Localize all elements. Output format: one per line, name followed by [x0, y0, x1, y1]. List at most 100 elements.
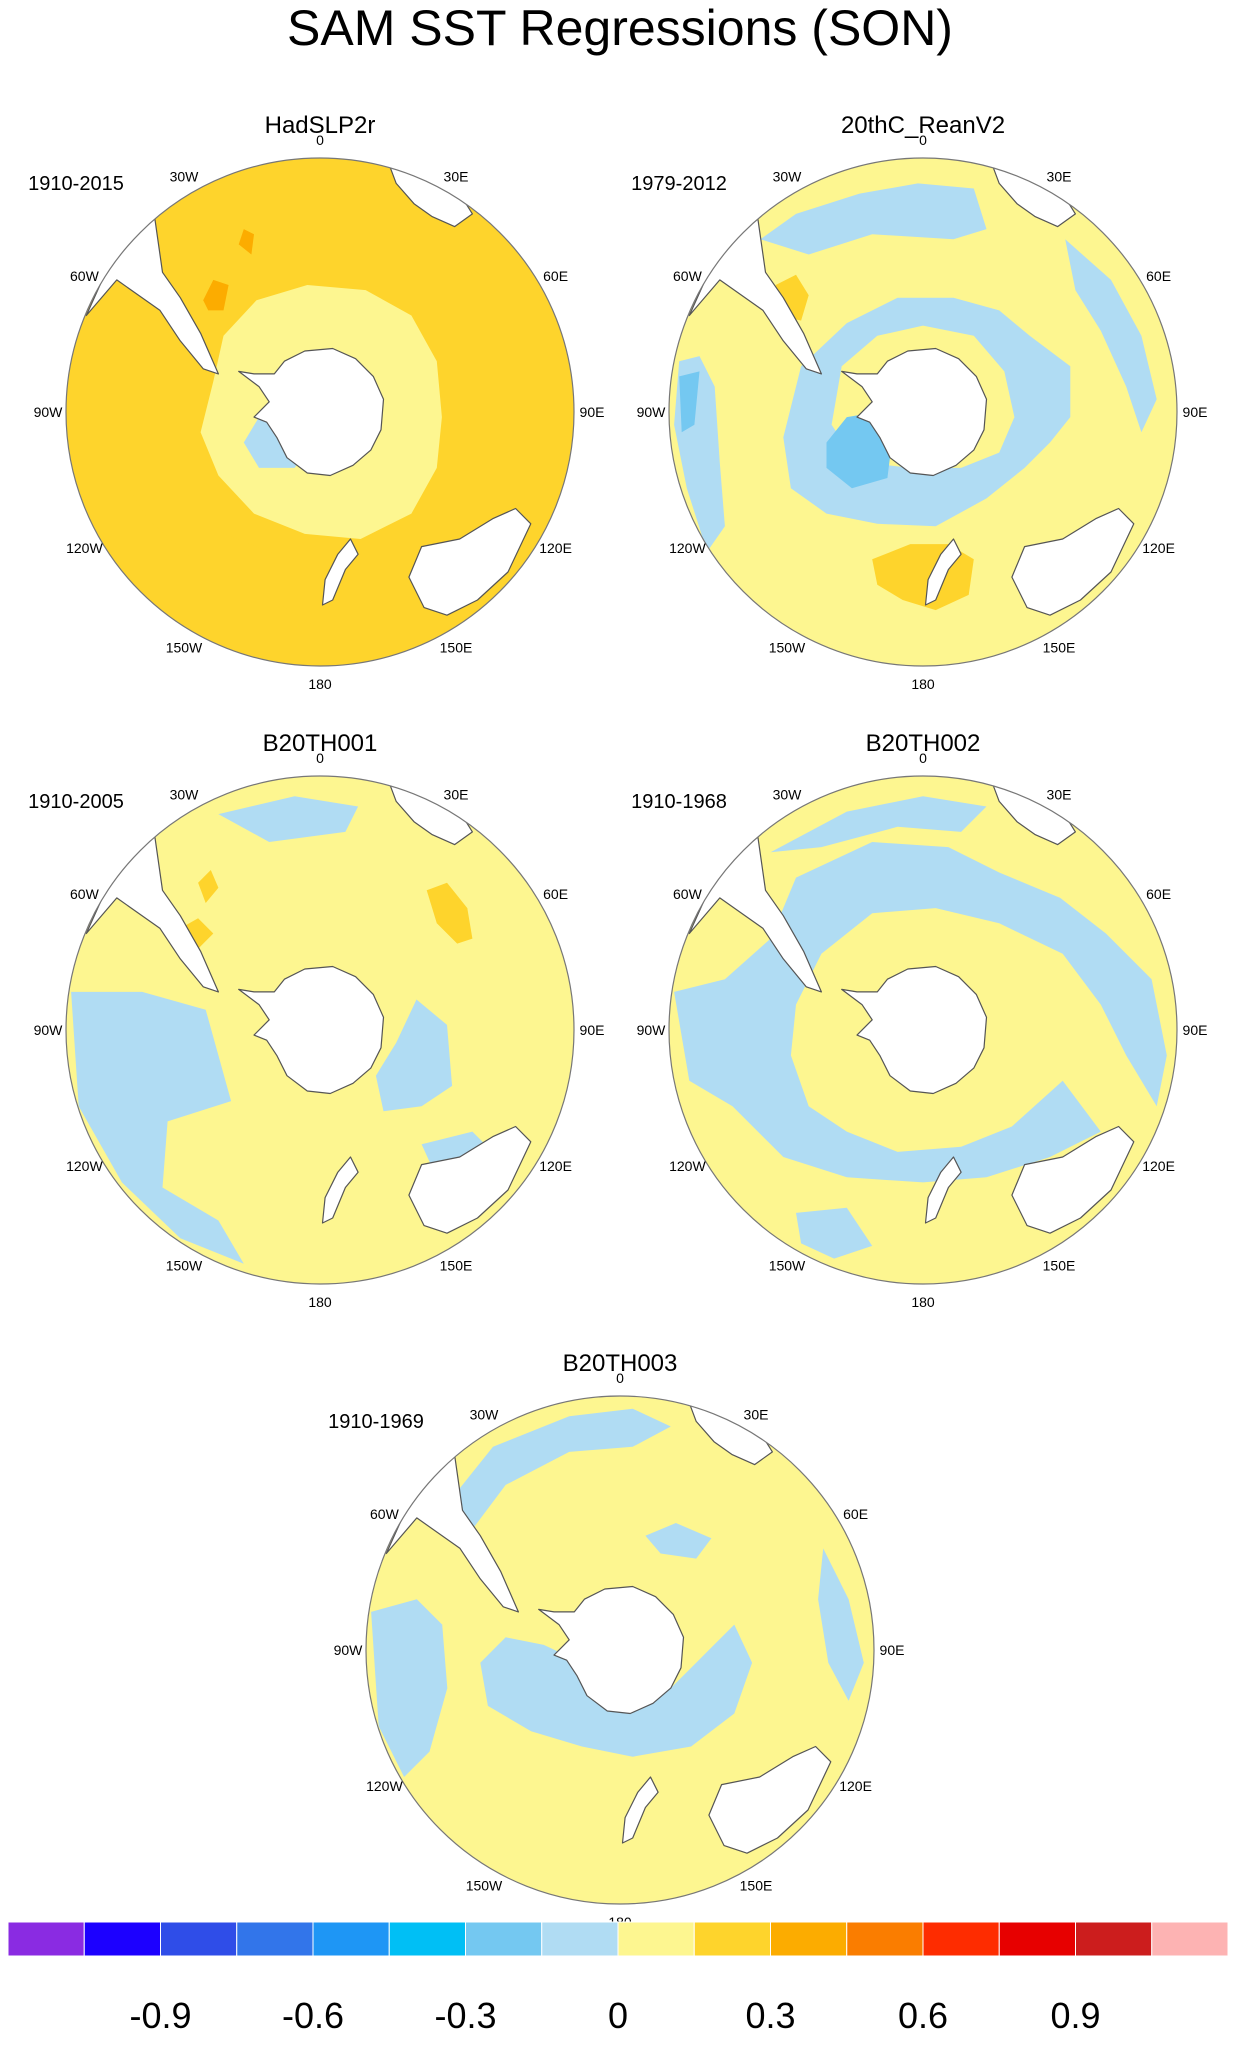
- longitude-label: 60W: [370, 1506, 400, 1522]
- colorbar-swatch: [388, 1921, 466, 1957]
- colorbar-label: -0.9: [129, 1995, 191, 2036]
- longitude-label: 180: [911, 1294, 935, 1310]
- longitude-label: 60W: [70, 268, 100, 284]
- longitude-label: 60E: [543, 268, 568, 284]
- longitude-label: 150W: [769, 1258, 806, 1274]
- sst-region: [796, 1207, 873, 1259]
- map-boundary: [65, 775, 575, 1285]
- longitude-label: 90E: [880, 1642, 905, 1658]
- panel-period: 1979-2012: [631, 173, 727, 195]
- colorbar-swatch: [83, 1921, 161, 1957]
- colorbar-swatch: [617, 1921, 695, 1957]
- longitude-label: 180: [308, 1294, 332, 1310]
- sst-field: [669, 158, 1177, 666]
- map-panel-3: B20TH001 1910-2005 0 30E 60E 90E 120E 150E 180 15…: [28, 730, 604, 1310]
- longitude-label: 150W: [769, 640, 806, 656]
- sst-field: [66, 776, 574, 1284]
- colorbar-swatch: [541, 1921, 619, 1957]
- longitude-label: 60W: [673, 886, 703, 902]
- longitude-label: 30W: [773, 786, 803, 802]
- longitude-label: 0: [316, 750, 324, 766]
- sst-region: [1065, 239, 1157, 433]
- longitude-label: 30W: [170, 786, 200, 802]
- sst-region: [198, 870, 219, 903]
- panel-period: 1910-2015: [28, 173, 124, 195]
- landmass-australia: [708, 1745, 832, 1854]
- map-boundary: [668, 775, 1178, 1285]
- map-panel-1: HadSLP2r 1910-2015 0 30E 60E 90E 120E 150E 180 15…: [28, 112, 604, 692]
- landmass-antarctica: [238, 347, 385, 477]
- colorbar-label: 0.6: [898, 1995, 948, 2036]
- longitude-label: 90E: [1183, 404, 1208, 420]
- panel-period: 1910-1969: [328, 1411, 424, 1433]
- longitude-label: 150E: [740, 1878, 773, 1894]
- panel-period: 1910-2005: [28, 791, 124, 813]
- sst-field: [669, 776, 1177, 1284]
- landmass-australia: [408, 507, 532, 616]
- panel-title: 20thC_ReanV2: [841, 112, 1005, 139]
- longitude-label: 150W: [166, 640, 203, 656]
- longitude-label: 0: [919, 750, 927, 766]
- longitude-label: 90E: [580, 1022, 605, 1038]
- longitude-label: 120W: [669, 1158, 706, 1174]
- sst-region: [111, 399, 346, 646]
- longitude-label: 30E: [444, 786, 469, 802]
- sst-region: [203, 279, 229, 311]
- longitude-label: 0: [316, 132, 324, 148]
- longitude-label: 150E: [440, 1258, 473, 1274]
- colorbar-swatch: [7, 1921, 85, 1957]
- landmass-antarctica: [841, 347, 988, 477]
- landmass-nzealand: [321, 1156, 359, 1224]
- longitude-label: 90E: [580, 404, 605, 420]
- landmass-australia: [408, 1125, 532, 1234]
- map-boundary: [65, 157, 575, 667]
- map-panel-4: B20TH002 1910-1968 0 30E 60E 90E 120E 150E 180 15…: [631, 730, 1207, 1310]
- longitude-label: 30E: [744, 1406, 769, 1422]
- landmass-nzealand: [924, 1156, 962, 1224]
- longitude-label: 180: [308, 676, 332, 692]
- longitude-label: 180: [911, 676, 935, 692]
- panel-title: B20TH002: [866, 730, 981, 757]
- colorbar-label: -0.3: [434, 1995, 496, 2036]
- figure-title: SAM SST Regressions (SON): [287, 0, 953, 56]
- colorbar-swatch: [1075, 1921, 1153, 1957]
- landmass-antarctica: [538, 1585, 685, 1715]
- landmass-australia: [1011, 507, 1135, 616]
- colorbar-swatch: [1151, 1921, 1229, 1957]
- colorbar-swatch: [312, 1921, 390, 1957]
- longitude-label: 150W: [166, 1258, 203, 1274]
- longitude-label: 120W: [66, 540, 103, 556]
- panels: HadSLP2r 1910-2015 0 30E 60E 90E 120E 150E 180 15…: [28, 112, 1207, 1930]
- panel-title: B20TH003: [563, 1350, 678, 1377]
- panel-title: B20TH001: [263, 730, 378, 757]
- colorbar-label: 0: [608, 1995, 628, 2036]
- longitude-label: 90W: [637, 404, 667, 420]
- landmass-antarctica: [238, 965, 385, 1095]
- longitude-label: 120E: [539, 1158, 572, 1174]
- sst-region: [238, 229, 254, 255]
- colorbar-swatch: [770, 1921, 848, 1957]
- longitude-label: 0: [616, 1370, 624, 1386]
- longitude-label: 60E: [1146, 268, 1171, 284]
- colorbar-label: 0.3: [745, 1995, 795, 2036]
- landmass-nzealand: [321, 538, 359, 606]
- map-panel-2: 20thC_ReanV2 1979-2012 0 30E 60E 90E 120E 150E 1…: [631, 112, 1207, 692]
- longitude-label: 30W: [170, 168, 200, 184]
- colorbar-swatch: [998, 1921, 1076, 1957]
- longitude-label: 120E: [1142, 1158, 1175, 1174]
- longitude-label: 30W: [470, 1406, 500, 1422]
- sst-region: [71, 991, 244, 1264]
- colorbar-swatch: [160, 1921, 238, 1957]
- longitude-label: 120W: [669, 540, 706, 556]
- sst-region: [426, 882, 473, 944]
- longitude-label: 90W: [34, 404, 64, 420]
- sst-field: [66, 158, 574, 666]
- map-boundary: [668, 157, 1178, 667]
- landmass-nzealand: [924, 538, 962, 606]
- longitude-label: 60E: [543, 886, 568, 902]
- sst-region: [770, 796, 987, 853]
- colorbar-swatch: [693, 1921, 771, 1957]
- colorbar-frame: [7, 1921, 1229, 1957]
- sst-region: [760, 183, 987, 255]
- landmass-antarctica: [841, 965, 988, 1095]
